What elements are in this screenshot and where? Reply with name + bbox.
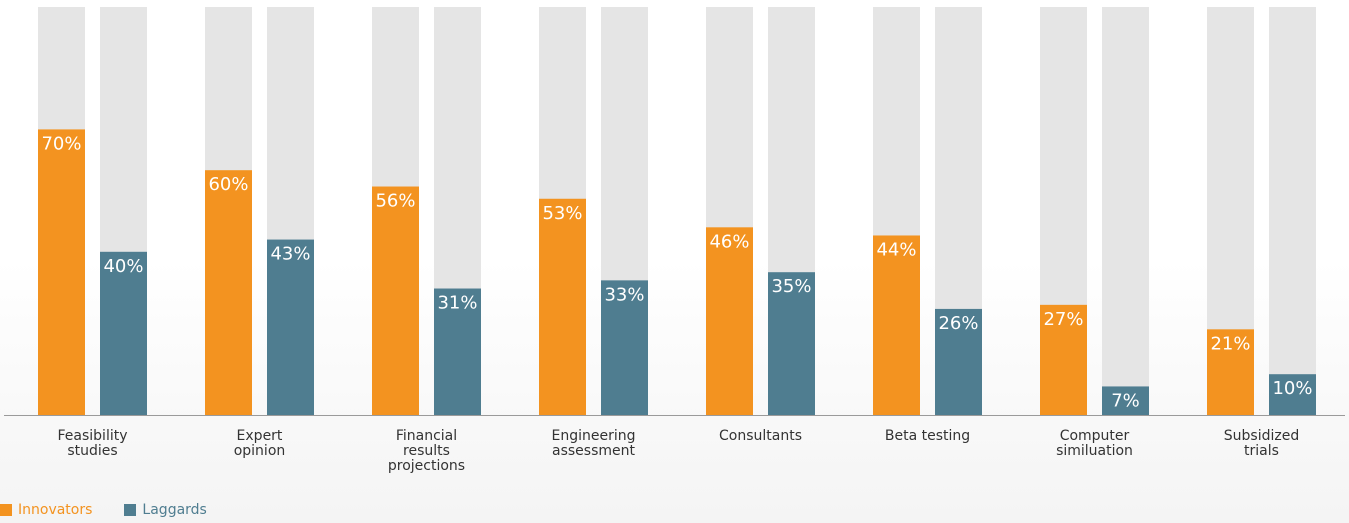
- category-label-line: similuation: [1056, 443, 1133, 459]
- bar-laggards-0: [100, 251, 147, 415]
- category-label-line: projections: [388, 458, 465, 474]
- legend-swatch-laggards: [124, 504, 137, 516]
- category-label-2: Financial results projections: [388, 428, 465, 474]
- data-label-innovators-1: 60%: [208, 174, 248, 195]
- legend-swatch-innovators: [0, 504, 12, 516]
- category-label-4: Consultants: [719, 428, 802, 444]
- bar-innovators-6: [1040, 304, 1087, 415]
- category-label-6: Computer similuation: [1056, 428, 1133, 459]
- bar-innovators-4: [706, 227, 753, 415]
- bar-laggards-7: [1269, 374, 1316, 415]
- bar-track-laggards-6: [1102, 7, 1149, 415]
- data-label-innovators-0: 70%: [41, 133, 81, 154]
- category-label-line: Beta testing: [885, 428, 970, 444]
- category-label-5: Beta testing: [885, 428, 970, 444]
- category-label-line: Feasibility: [58, 428, 128, 444]
- data-label-innovators-3: 53%: [542, 203, 582, 224]
- bar-innovators-2: [372, 186, 419, 415]
- category-label-0: Feasibility studies: [58, 428, 128, 459]
- data-label-laggards-3: 33%: [604, 284, 644, 305]
- legend-label-laggards: Laggards: [142, 502, 207, 518]
- data-label-laggards-5: 26%: [938, 313, 978, 334]
- category-label-line: Computer: [1060, 428, 1130, 444]
- bar-laggards-2: [434, 288, 481, 415]
- category-label-3: Engineering assessment: [552, 428, 636, 459]
- category-label-line: results: [403, 443, 450, 459]
- data-label-innovators-6: 27%: [1043, 309, 1083, 330]
- category-label-line: assessment: [552, 443, 635, 459]
- data-label-innovators-2: 56%: [375, 191, 415, 212]
- data-label-innovators-4: 46%: [709, 231, 749, 252]
- data-label-innovators-5: 44%: [876, 239, 916, 260]
- chart-legend: Innovators Laggards: [0, 500, 239, 520]
- category-label-line: Expert: [237, 428, 283, 444]
- bar-innovators-0: [38, 129, 85, 415]
- bar-track-laggards-7: [1269, 7, 1316, 415]
- category-label-line: Financial: [396, 428, 457, 444]
- category-label-line: studies: [67, 443, 117, 459]
- category-label-line: Consultants: [719, 428, 802, 444]
- bar-chart: 70% 40% Feasibility studies 60% 43% Expert opin…: [4, 7, 1345, 474]
- data-label-laggards-7: 10%: [1272, 378, 1312, 399]
- data-label-laggards-1: 43%: [270, 244, 310, 265]
- bar-laggards-1: [267, 239, 314, 415]
- category-label-1: Expert opinion: [234, 428, 286, 459]
- data-label-laggards-4: 35%: [771, 276, 811, 297]
- category-label-7: Subsidized trials: [1224, 428, 1299, 459]
- bar-innovators-5: [873, 235, 920, 415]
- legend-item-innovators: Innovators: [0, 502, 92, 518]
- category-label-line: opinion: [234, 443, 286, 459]
- bar-innovators-1: [205, 170, 252, 415]
- data-label-laggards-2: 31%: [437, 293, 477, 314]
- bar-innovators-3: [539, 198, 586, 415]
- bar-innovators-7: [1207, 329, 1254, 415]
- category-label-line: trials: [1244, 443, 1279, 459]
- data-label-laggards-6: 7%: [1111, 390, 1140, 411]
- category-label-line: Subsidized: [1224, 428, 1299, 444]
- category-label-line: Engineering: [552, 428, 636, 444]
- legend-item-laggards: Laggards: [124, 502, 207, 518]
- bar-laggards-5: [935, 308, 982, 415]
- legend-label-innovators: Innovators: [18, 502, 93, 518]
- data-label-laggards-0: 40%: [103, 256, 143, 277]
- bar-laggards-6: [1102, 386, 1149, 415]
- bar-laggards-3: [601, 280, 648, 415]
- data-label-innovators-7: 21%: [1210, 333, 1250, 354]
- bar-laggards-4: [768, 272, 815, 415]
